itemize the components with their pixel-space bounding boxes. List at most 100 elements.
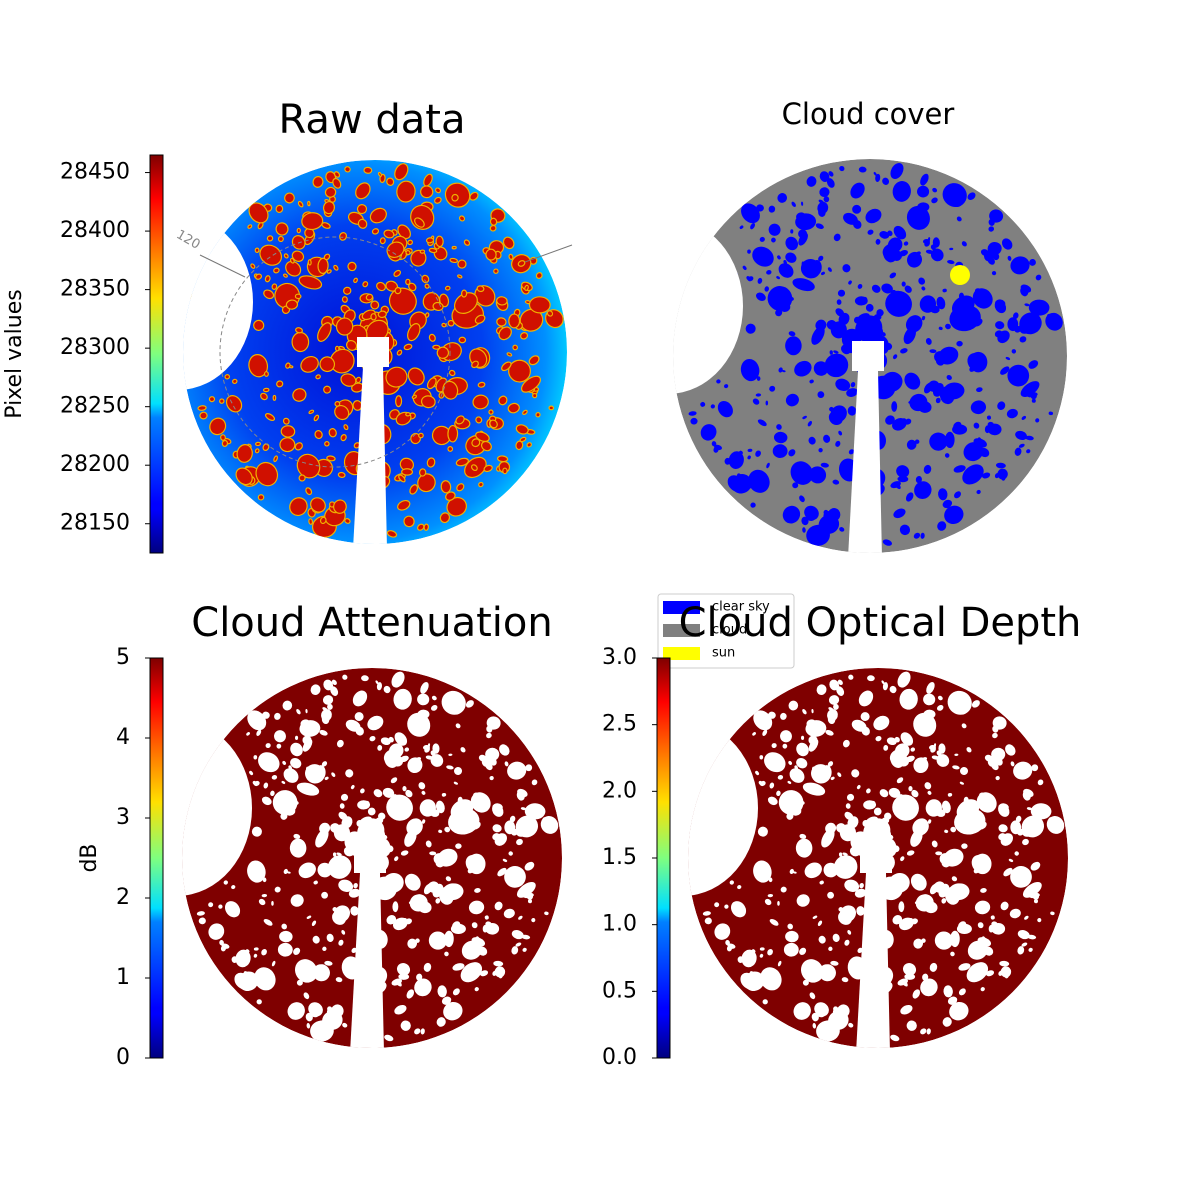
blob <box>271 775 278 780</box>
blob <box>498 395 508 406</box>
blob <box>441 322 447 328</box>
blob <box>421 274 430 284</box>
blob <box>838 907 844 912</box>
blob <box>714 923 731 940</box>
blob <box>787 780 792 784</box>
blob <box>881 680 885 685</box>
blob <box>312 176 324 188</box>
blob <box>956 340 963 347</box>
blob <box>449 257 459 264</box>
blob <box>465 700 474 708</box>
blob <box>394 286 402 295</box>
blob <box>949 247 954 251</box>
blob <box>700 424 717 441</box>
blob <box>915 476 922 484</box>
blob <box>405 412 411 417</box>
blob <box>430 754 444 767</box>
blob <box>881 371 903 392</box>
blob <box>322 946 327 951</box>
blob <box>1037 917 1042 923</box>
sun <box>950 265 970 285</box>
blob <box>302 735 312 745</box>
blob <box>901 252 906 256</box>
colorbar-tick-label: 3.0 <box>602 645 637 670</box>
blob <box>417 901 432 914</box>
blob <box>936 705 944 711</box>
blob <box>807 420 813 427</box>
blob <box>1024 303 1030 307</box>
blob <box>782 743 788 749</box>
blob <box>892 915 903 925</box>
blob <box>397 499 411 511</box>
blob <box>702 911 711 916</box>
blob <box>294 442 303 451</box>
blob <box>785 930 799 943</box>
blob <box>1027 934 1037 940</box>
blob <box>780 886 787 893</box>
blob <box>256 999 262 1005</box>
blob <box>998 803 1009 812</box>
blob <box>737 885 742 890</box>
blob <box>932 187 938 193</box>
blob <box>421 790 426 795</box>
blob <box>854 888 867 898</box>
blob <box>896 465 910 478</box>
blob <box>764 898 772 906</box>
blob <box>446 765 454 770</box>
blob <box>338 879 354 892</box>
blob <box>762 729 768 736</box>
blob <box>786 812 794 820</box>
blob <box>352 690 368 707</box>
blob <box>441 690 466 715</box>
blob <box>1017 930 1030 940</box>
blob <box>391 671 405 688</box>
blob <box>920 173 929 186</box>
blob <box>253 947 259 951</box>
blob <box>794 765 798 770</box>
blob <box>471 922 478 929</box>
blob <box>441 793 447 797</box>
blob <box>493 268 499 274</box>
blob <box>739 225 744 230</box>
blob <box>522 409 528 415</box>
blob <box>331 679 337 686</box>
blob <box>404 873 421 891</box>
sky-image <box>673 159 1067 553</box>
blob <box>788 296 794 302</box>
blob <box>264 413 276 422</box>
blob <box>817 391 825 399</box>
blob <box>445 876 452 882</box>
blob <box>1030 861 1041 871</box>
blob <box>839 824 857 842</box>
blob <box>808 466 827 484</box>
blob <box>776 790 781 797</box>
blob <box>493 960 504 967</box>
blob <box>266 235 274 242</box>
blob <box>367 807 376 816</box>
blob <box>458 336 467 344</box>
mask-block <box>354 843 386 873</box>
blob <box>324 960 333 966</box>
blob <box>812 915 818 919</box>
image-body <box>182 668 562 1048</box>
blob <box>988 226 995 232</box>
blob <box>440 480 452 494</box>
blob <box>934 351 946 363</box>
blob <box>904 285 912 293</box>
blob <box>223 880 228 885</box>
blob <box>1031 398 1036 403</box>
blob <box>941 800 951 814</box>
blob <box>987 421 994 427</box>
blob <box>330 686 339 696</box>
blob <box>296 453 321 479</box>
blob <box>823 434 831 443</box>
mask-bite <box>688 720 758 896</box>
blob <box>1023 287 1028 293</box>
blob <box>501 361 512 372</box>
blob <box>333 824 351 842</box>
blob <box>1014 447 1022 456</box>
blob <box>548 405 555 411</box>
blob <box>885 290 912 317</box>
blob <box>910 829 923 847</box>
blob <box>710 404 715 409</box>
